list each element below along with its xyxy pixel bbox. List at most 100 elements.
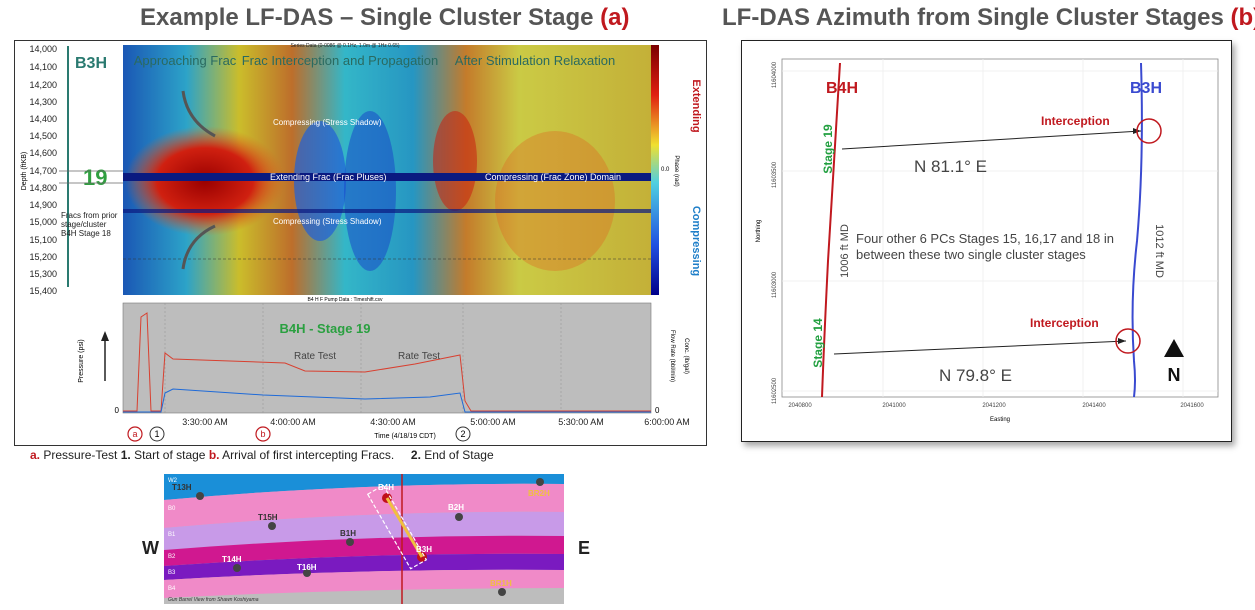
marker-1-label: 1 bbox=[154, 429, 159, 439]
annotation-compress-zone: Compressing (Frac Zone) Domain bbox=[485, 172, 621, 182]
time-tick: 5:30:00 AM bbox=[558, 417, 604, 427]
annotation-prior-stage: Fracs from prior stage/cluster B4H Stage… bbox=[61, 211, 123, 238]
layer-label: B3 bbox=[168, 570, 176, 576]
caption-b-text: Arrival of first intercepting Fracs. bbox=[222, 448, 394, 462]
colorbar-zero: 0.0 bbox=[661, 167, 670, 173]
md-right-label: 1012 ft MD bbox=[1153, 224, 1165, 278]
depth-tick: 14,500 bbox=[29, 131, 57, 141]
waterfall-header: Series Data (0-0086 @ 0.1Hz, 1.0m @ 1Hz … bbox=[290, 43, 399, 49]
time-tick: 5:00:00 AM bbox=[470, 417, 516, 427]
well-label-b4h: B4H bbox=[826, 80, 858, 97]
annotation-extending-frac: Extending Frac (Frac Pluses) bbox=[270, 172, 387, 182]
layer-label: B0 bbox=[168, 506, 176, 512]
caption-b-key: b. bbox=[209, 448, 220, 462]
phase-label-relaxation: After Stimulation Relaxation bbox=[455, 53, 615, 68]
y-axis-ticks: 11604000 11603500 11603000 11602500 bbox=[772, 61, 778, 404]
depth-tick: 14,100 bbox=[29, 62, 57, 72]
well-label: T16H bbox=[297, 563, 317, 572]
caption-a-key: a. bbox=[30, 448, 40, 462]
time-axis-label: Time (4/18/19 CDT) bbox=[374, 433, 436, 440]
well-label: T13H bbox=[172, 483, 192, 492]
well-br1h bbox=[498, 588, 506, 596]
depth-tick: 14,000 bbox=[29, 44, 57, 54]
caption-a-text: Pressure-Test bbox=[43, 448, 117, 462]
gun-barrel-figure: W E W2 B0 B1 B2 B3 B4 bbox=[132, 470, 602, 605]
caption-2-text: End of Stage bbox=[424, 448, 493, 462]
x-tick: 2041000 bbox=[882, 403, 906, 409]
well-label: BR1H bbox=[490, 579, 512, 588]
depth-axis: 14,000 14,100 14,200 14,300 14,400 14,50… bbox=[29, 44, 57, 296]
depth-tick: 14,400 bbox=[29, 114, 57, 124]
well-label: B4H bbox=[378, 483, 394, 492]
depth-axis-label: Depth (ftKB) bbox=[21, 152, 28, 191]
depth-tick: 15,400 bbox=[29, 286, 57, 296]
marker-b-label: b bbox=[260, 429, 265, 439]
well-t13h bbox=[196, 492, 204, 500]
colorbar-axis-label: Phase (rad) bbox=[673, 155, 679, 186]
well-t14h bbox=[233, 564, 241, 572]
layer-label: B4 bbox=[168, 586, 176, 592]
phase-label-approaching: Approaching Frac bbox=[134, 53, 237, 68]
interception-label-bottom: Interception bbox=[1030, 316, 1099, 330]
well-label: BR2H bbox=[528, 489, 550, 498]
depth-tick: 14,300 bbox=[29, 97, 57, 107]
east-label: E bbox=[578, 538, 590, 558]
layer-label: B1 bbox=[168, 532, 176, 538]
stage-number-label: 19 bbox=[83, 165, 107, 190]
depth-tick: 15,200 bbox=[29, 252, 57, 262]
azimuth-map: 2040800 2041000 2041200 2041400 2041600 … bbox=[742, 41, 1231, 441]
colorbar bbox=[651, 45, 659, 295]
caption-1-key: 1. bbox=[121, 448, 131, 462]
well-br2h bbox=[536, 478, 544, 486]
panel-b-tag: (b) bbox=[1231, 4, 1255, 31]
annotation-prior-stage-box: Fracs from prior stage/cluster B4H Stage… bbox=[61, 211, 123, 259]
azimuth-panel: 2040800 2041000 2041200 2041400 2041600 … bbox=[741, 40, 1232, 442]
pump-title: B4H - Stage 19 bbox=[279, 321, 370, 336]
das-waterfall-panel: 14,000 14,100 14,200 14,300 14,400 14,50… bbox=[14, 40, 707, 446]
depth-tick: 14,900 bbox=[29, 200, 57, 210]
note-box: Four other 6 PCs Stages 15, 16,17 and 18… bbox=[856, 231, 1116, 291]
md-left-label: 1006 ft MD bbox=[839, 224, 851, 278]
conc-axis-label: Conc. (lb/gal) bbox=[683, 338, 689, 374]
well-label: B3H bbox=[416, 545, 432, 554]
depth-tick: 14,600 bbox=[29, 148, 57, 158]
stage-14-label: Stage 14 bbox=[811, 318, 825, 368]
stage-19-label: Stage 19 bbox=[821, 124, 835, 174]
well-label: T14H bbox=[222, 555, 242, 564]
well-label: B1H bbox=[340, 529, 356, 538]
well-label: B2H bbox=[448, 503, 464, 512]
well-b2h bbox=[455, 513, 463, 521]
depth-tick: 15,300 bbox=[29, 269, 57, 279]
caption-2-key: 2. bbox=[411, 448, 421, 462]
azimuth-top-value: N 81.1° E bbox=[914, 157, 987, 176]
caption-1-text: Start of stage bbox=[134, 448, 205, 462]
time-tick: 4:00:00 AM bbox=[270, 417, 316, 427]
west-label: W bbox=[142, 538, 159, 558]
das-waterfall-heatmap bbox=[123, 45, 651, 295]
x-axis-ticks: 2040800 2041000 2041200 2041400 2041600 bbox=[788, 403, 1204, 409]
y-tick: 11602500 bbox=[772, 377, 778, 404]
time-axis: 3:30:00 AM 4:00:00 AM 4:30:00 AM 5:00:00… bbox=[182, 417, 690, 427]
x-tick: 2040800 bbox=[788, 403, 812, 409]
gun-barrel-view: W E W2 B0 B1 B2 B3 B4 bbox=[132, 470, 602, 605]
layer-label: B2 bbox=[168, 554, 176, 560]
well-t15h bbox=[268, 522, 276, 530]
y-tick: 11603000 bbox=[772, 271, 778, 298]
panel-b-title: LF-DAS Azimuth from Single Cluster Stage… bbox=[722, 4, 1255, 32]
marker-2-label: 2 bbox=[460, 429, 465, 439]
panel-a-tag: (a) bbox=[600, 4, 629, 31]
pressure-axis-label: Pressure (psi) bbox=[78, 339, 85, 383]
note-text: Four other 6 PCs Stages 15, 16,17 and 18… bbox=[856, 231, 1116, 263]
depth-tick: 15,000 bbox=[29, 217, 57, 227]
y-axis-label: Northing bbox=[756, 220, 762, 243]
depth-tick: 14,200 bbox=[29, 80, 57, 90]
x-tick: 2041200 bbox=[982, 403, 1006, 409]
pressure-arrow-head bbox=[101, 331, 109, 341]
flow-zero: 0 bbox=[655, 406, 660, 415]
colorbar-extending-label: Extending bbox=[690, 79, 702, 132]
flow-axis-label: Flow Rate (bbl/min) bbox=[669, 330, 675, 382]
pump-header: B4 H F Pump Data : Timeshift.csv bbox=[307, 297, 383, 303]
annotation-compress-top: Compressing (Stress Shadow) bbox=[273, 118, 382, 127]
colorbar-compressing-label: Compressing bbox=[690, 206, 702, 276]
phase-label-interception: Frac Interception and Propagation bbox=[242, 53, 439, 68]
